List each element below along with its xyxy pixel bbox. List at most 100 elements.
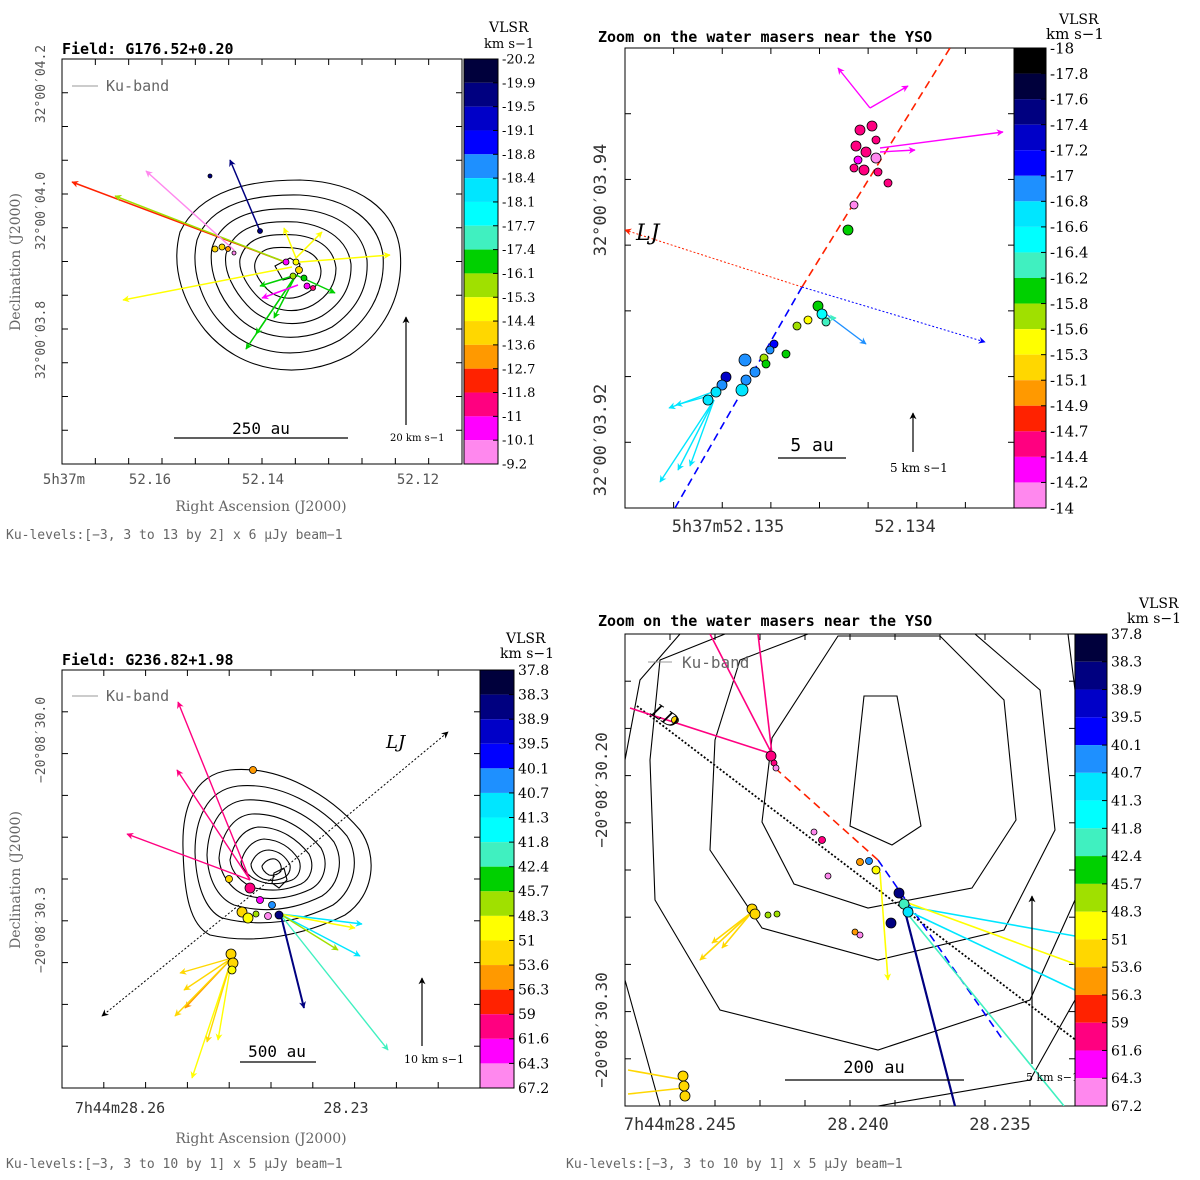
tl-colorbar-cell	[464, 225, 498, 250]
tr-spot	[765, 345, 775, 355]
tr-spot	[803, 315, 813, 325]
tl-colorbar-cell	[464, 368, 498, 393]
br-ld-line	[636, 705, 1075, 1041]
tl-xtick-label-2: 52.12	[397, 472, 439, 488]
panel-top-right: Zoom on the water masers near the YSO	[591, 12, 1104, 537]
tl-colorbar-cell	[464, 59, 498, 83]
bl-colorbar-cell	[480, 817, 514, 843]
tl-colorbar-cell	[464, 416, 498, 441]
bl-colorbar-cell	[480, 891, 514, 916]
tl-colorbar-cell	[464, 344, 498, 369]
bl-title: Field: G236.82+1.98	[62, 651, 234, 669]
tr-spot	[740, 374, 752, 386]
tr-spot	[769, 339, 779, 349]
tr-spot	[735, 383, 749, 397]
bl-ylabel: Declination (J2000)	[8, 811, 24, 949]
tr-colorbar-cell	[1014, 99, 1046, 125]
tl-vector-pink	[145, 170, 235, 251]
br-spot	[902, 906, 914, 918]
tl-xlabel: Right Ascension (J2000)	[175, 499, 346, 515]
bl-spot	[249, 766, 257, 774]
tr-colorbar: -18 -17.8 -17.6 -17.4 -17.2 -17 -16.8 -16.6 -16.…	[1013, 39, 1088, 517]
br-ytick-label-1: −20°08′30.30	[592, 972, 611, 1088]
tr-colorbar-title: VLSR	[1058, 12, 1099, 28]
tr-spot	[873, 167, 883, 177]
tr-jet-label: LJ	[635, 221, 661, 246]
br-spot	[851, 928, 859, 936]
tl-colorbar-label: -19.5	[502, 100, 535, 115]
tl-colorbar-label: -9.2	[502, 458, 527, 473]
tr-spot	[853, 155, 863, 165]
tr-spot	[849, 163, 859, 173]
bl-ytick-label-0: −20°08′30.0	[34, 697, 49, 783]
tr-colorbar-label: -16.2	[1050, 269, 1088, 287]
tl-spot	[289, 272, 297, 280]
bl-colorbar-label: 45.7	[518, 884, 549, 900]
bl-colorbar-label: 41.3	[518, 810, 549, 826]
bl-colorbar-label: 53.6	[518, 958, 549, 974]
bl-lj-arrow-ne	[269, 731, 449, 881]
tr-xtick-label-1: 52.134	[874, 517, 935, 537]
tl-colorbar-cell	[464, 178, 498, 202]
bl-spot	[244, 882, 256, 894]
tl-xtick-label-0b: 52.16	[129, 472, 171, 488]
bl-colorbar-cell	[480, 915, 514, 941]
br-colorbar-unit: km s−1	[1127, 611, 1181, 627]
br-colorbar-cell	[1075, 1050, 1107, 1079]
bl-colorbar-cell	[480, 719, 514, 744]
br-colorbar-label: 61.6	[1111, 1043, 1142, 1059]
tr-colorbar-cell	[1014, 329, 1046, 355]
tl-vector-yellow3	[295, 231, 323, 259]
tl-velocity-ref-label: 20 km s−1	[390, 433, 445, 444]
bl-spot	[252, 910, 260, 918]
br-jet-label: LD	[646, 699, 682, 733]
tr-colorbar-label: -18	[1050, 39, 1074, 57]
tl-colorbar-unit: km s−1	[484, 37, 534, 52]
tr-spot	[866, 120, 878, 132]
tl-colorbar-cell	[464, 154, 498, 179]
tr-colorbar-unit: km s−1	[1046, 25, 1104, 43]
tl-colorbar-label: -17.7	[502, 219, 535, 234]
br-colorbar-label: 39.5	[1111, 710, 1142, 726]
br-spot	[810, 828, 818, 836]
tl-plot-frame	[61, 58, 463, 465]
br-contours	[625, 634, 1075, 1106]
tr-colorbar-cell	[1014, 175, 1046, 202]
br-spot	[856, 931, 864, 939]
bl-colorbar-label: 38.9	[518, 712, 549, 728]
tr-colorbar-label: -17	[1050, 167, 1074, 185]
br-spot	[678, 1080, 690, 1092]
bl-colorbar-cell	[480, 1063, 514, 1088]
br-spot	[764, 911, 772, 919]
tr-spots	[702, 120, 893, 406]
br-colorbar-cell	[1075, 634, 1107, 662]
br-lines	[627, 634, 1075, 1106]
br-colorbar-title: VLSR	[1138, 596, 1179, 612]
tr-spot	[871, 135, 881, 145]
tr-colorbar-label: -14.4	[1050, 448, 1088, 466]
br-colorbar: 37.8 38.3 38.9 39.5 40.1 40.7 41.3 41.8 42.4 45.7…	[1074, 627, 1142, 1115]
br-colorbar-cell	[1075, 967, 1107, 995]
tl-spot	[257, 228, 263, 234]
br-spot	[749, 908, 761, 920]
tr-spot	[792, 321, 802, 331]
bl-spot	[274, 910, 284, 920]
panel-top-left: Field: G176.52+0.20	[6, 20, 535, 543]
br-colorbar-cell	[1075, 883, 1107, 912]
tl-vector-lime	[114, 195, 286, 263]
br-colorbar-label: 38.3	[1111, 655, 1142, 671]
tr-spot	[738, 353, 752, 367]
tl-colorbar-label: -12.7	[502, 362, 535, 377]
br-spot	[871, 865, 881, 875]
br-colorbar-cell	[1075, 828, 1107, 857]
tr-spot	[870, 152, 882, 164]
tr-ytick-label-0: 32°00′03.94	[591, 144, 611, 257]
br-spot	[671, 716, 679, 724]
tr-colorbar-label: -17.8	[1050, 65, 1088, 83]
br-colorbar-label: 41.8	[1111, 821, 1142, 837]
tl-colorbar-label: -18.4	[502, 172, 535, 187]
bl-spot	[242, 912, 254, 924]
bl-jet-label: LJ	[385, 732, 407, 753]
br-spots	[671, 716, 914, 1102]
